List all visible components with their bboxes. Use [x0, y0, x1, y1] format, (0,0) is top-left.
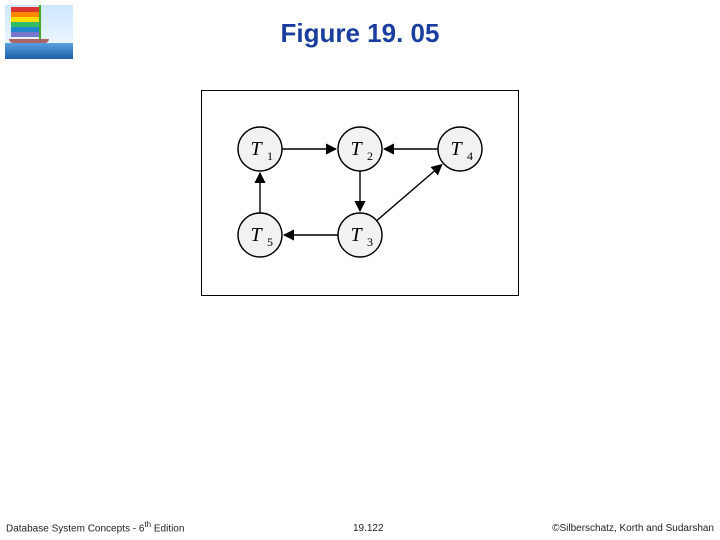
svg-text:3: 3: [367, 235, 373, 249]
svg-text:2: 2: [367, 149, 373, 163]
node-T2: T2: [338, 127, 382, 171]
figure-diagram: T1T2T4T5T3: [201, 90, 519, 296]
svg-text:T: T: [450, 138, 463, 160]
footer-left: Database System Concepts - 6th Edition: [6, 520, 184, 534]
graph-svg: T1T2T4T5T3: [220, 109, 500, 275]
svg-text:T: T: [250, 138, 263, 160]
slide-footer: Database System Concepts - 6th Edition 1…: [0, 520, 720, 534]
diagram-frame: T1T2T4T5T3: [201, 90, 519, 296]
node-T4: T4: [438, 127, 482, 171]
page-title: Figure 19. 05: [0, 18, 720, 49]
footer-left-a: Database System Concepts - 6: [6, 523, 144, 534]
svg-text:T: T: [250, 224, 263, 246]
footer-center: 19.122: [353, 523, 384, 534]
svg-text:1: 1: [267, 149, 273, 163]
svg-text:T: T: [350, 224, 363, 246]
svg-text:4: 4: [467, 149, 473, 163]
edge-T3-T4: [377, 165, 442, 221]
svg-text:T: T: [350, 138, 363, 160]
footer-left-b: Edition: [151, 523, 184, 534]
node-T1: T1: [238, 127, 282, 171]
svg-text:5: 5: [267, 235, 273, 249]
node-T5: T5: [238, 213, 282, 257]
node-T3: T3: [338, 213, 382, 257]
footer-right: ©Silberschatz, Korth and Sudarshan: [552, 523, 714, 534]
